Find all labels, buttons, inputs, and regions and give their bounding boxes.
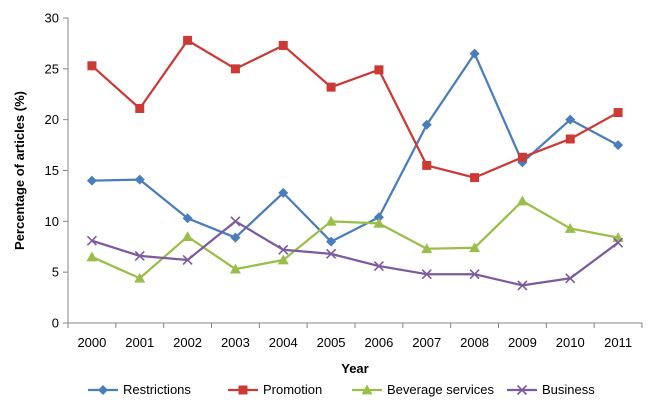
data-point-business bbox=[86, 235, 97, 246]
data-point-beverage-services bbox=[86, 251, 98, 262]
y-tick-label: 5 bbox=[52, 265, 59, 280]
data-point-business bbox=[565, 273, 576, 284]
legend-item-restrictions: Restrictions bbox=[88, 382, 191, 397]
x-tick-label: 2010 bbox=[556, 335, 585, 350]
data-point-restrictions bbox=[565, 114, 576, 125]
axes bbox=[67, 18, 642, 324]
y-tick-label: 10 bbox=[45, 214, 59, 229]
data-point-business bbox=[230, 216, 241, 227]
legend-marker-promotion bbox=[238, 385, 248, 395]
legend-label-promotion: Promotion bbox=[263, 382, 322, 397]
x-tick-label: 2001 bbox=[125, 335, 154, 350]
data-point-promotion bbox=[470, 173, 480, 183]
data-point-promotion bbox=[183, 35, 193, 45]
data-point-restrictions bbox=[86, 175, 97, 186]
series-business bbox=[86, 216, 624, 291]
legend-marker-restrictions bbox=[98, 385, 108, 395]
series-line-promotion bbox=[91, 39, 619, 179]
data-point-restrictions bbox=[469, 48, 480, 59]
data-point-promotion bbox=[422, 160, 432, 170]
legend-item-business: Business bbox=[507, 382, 595, 397]
legend-marker-beverage-services bbox=[361, 384, 373, 395]
series-line-beverage-services bbox=[91, 199, 619, 280]
data-point-beverage-services bbox=[516, 195, 528, 206]
series-line-business bbox=[91, 220, 619, 287]
x-axis-ticks: 2000 2001 2002 2003 2004 2005 2006 2007 2008 2009… bbox=[67, 323, 643, 350]
x-tick-label: 2005 bbox=[317, 335, 346, 350]
data-point-promotion bbox=[326, 82, 336, 92]
x-tick-label: 2011 bbox=[604, 335, 632, 350]
data-point-restrictions bbox=[326, 236, 337, 247]
legend-item-promotion: Promotion bbox=[228, 382, 322, 397]
legend-marker-business bbox=[516, 384, 528, 396]
y-axis-title: Percentage of articles (%) bbox=[12, 91, 27, 250]
y-axis-ticks: 0 5 10 15 20 25 30 bbox=[45, 11, 68, 331]
data-point-promotion bbox=[613, 108, 623, 118]
y-tick-label: 30 bbox=[45, 11, 59, 26]
data-point-restrictions bbox=[134, 174, 145, 185]
data-point-restrictions bbox=[373, 212, 384, 223]
data-point-beverage-services bbox=[325, 215, 337, 226]
data-point-restrictions bbox=[182, 213, 193, 224]
legend-label-beverage-services: Beverage services bbox=[387, 382, 494, 397]
x-tick-label: 2007 bbox=[412, 335, 441, 350]
data-point-restrictions bbox=[230, 232, 241, 243]
x-tick-label: 2004 bbox=[269, 335, 298, 350]
data-point-promotion bbox=[230, 64, 240, 74]
legend-label-business: Business bbox=[542, 382, 595, 397]
x-tick-label: 2002 bbox=[173, 335, 202, 350]
data-point-business bbox=[613, 237, 624, 248]
legend-item-beverage-services: Beverage services bbox=[352, 382, 494, 397]
data-point-business bbox=[373, 261, 384, 272]
series-layer bbox=[86, 35, 624, 291]
data-point-beverage-services bbox=[373, 217, 385, 228]
data-point-business bbox=[182, 254, 193, 266]
legend-label-restrictions: Restrictions bbox=[123, 382, 191, 397]
series-line-restrictions bbox=[91, 52, 619, 243]
data-point-business bbox=[326, 248, 337, 259]
data-point-promotion bbox=[517, 152, 527, 162]
data-point-business bbox=[278, 244, 289, 255]
data-point-restrictions bbox=[613, 140, 624, 151]
data-point-business bbox=[469, 269, 480, 280]
data-point-beverage-services bbox=[469, 242, 481, 253]
data-point-beverage-services bbox=[564, 222, 576, 233]
y-tick-label: 0 bbox=[52, 316, 59, 331]
data-point-beverage-services bbox=[134, 272, 146, 283]
y-tick-label: 20 bbox=[45, 112, 59, 127]
data-point-promotion bbox=[278, 40, 288, 50]
data-point-beverage-services bbox=[229, 263, 241, 274]
data-point-business bbox=[421, 269, 432, 280]
x-tick-label: 2003 bbox=[221, 335, 250, 350]
x-tick-label: 2008 bbox=[460, 335, 489, 350]
data-point-business bbox=[134, 250, 145, 261]
x-axis-title: Year bbox=[341, 361, 368, 376]
x-tick-label: 2006 bbox=[364, 335, 393, 350]
series-beverage-services bbox=[86, 195, 624, 283]
data-point-promotion bbox=[374, 65, 384, 75]
data-point-beverage-services bbox=[182, 231, 194, 241]
data-point-promotion bbox=[87, 61, 97, 71]
x-tick-label: 2000 bbox=[77, 335, 106, 350]
series-promotion bbox=[87, 35, 623, 183]
data-point-beverage-services bbox=[277, 254, 289, 265]
data-point-promotion bbox=[135, 103, 145, 113]
y-tick-label: 25 bbox=[45, 61, 59, 76]
data-point-beverage-services bbox=[421, 243, 433, 254]
data-point-restrictions bbox=[421, 119, 432, 130]
data-point-restrictions bbox=[278, 187, 289, 198]
y-tick-label: 15 bbox=[45, 163, 59, 178]
x-tick-label: 2009 bbox=[508, 335, 537, 350]
data-point-promotion bbox=[565, 134, 575, 144]
legend: Restrictions Promotion Beverage services Bu… bbox=[88, 382, 595, 397]
data-point-business bbox=[517, 280, 528, 291]
